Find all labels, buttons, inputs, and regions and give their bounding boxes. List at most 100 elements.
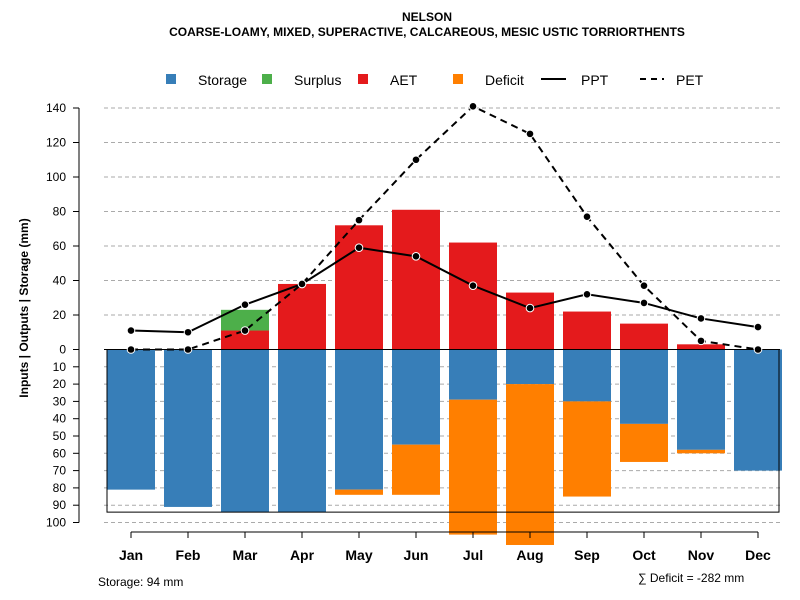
y-tick-label: 100 [46, 516, 66, 530]
aet-bar [278, 283, 326, 350]
y-tick-label: 60 [53, 446, 67, 460]
deficit-bar [563, 401, 611, 497]
storage-bar [563, 349, 611, 402]
x-tick-label: Apr [290, 547, 315, 563]
legend-storage-swatch [166, 74, 176, 84]
legend-ppt-label: PPT [581, 72, 609, 88]
points [126, 101, 763, 354]
ppt-point [126, 326, 136, 335]
deficit-note: ∑ Deficit = -282 mm [638, 571, 744, 585]
ppt-point [525, 303, 535, 313]
storage-bar [449, 349, 497, 400]
pet-point [468, 101, 478, 111]
storage-bar [677, 349, 725, 450]
pet-point [582, 212, 592, 221]
y-axis: 0 20 40 60 80 100 120 140 10 20 30 40 50 60 70 80 90 100 [46, 101, 80, 530]
ppt-point [354, 243, 364, 253]
ppt-point [639, 298, 649, 308]
y-tick-label: 20 [53, 308, 67, 322]
y-tick-label: 80 [53, 205, 67, 219]
storage-bar [506, 349, 554, 385]
x-tick-label: Feb [176, 547, 201, 563]
ppt-point [696, 314, 706, 323]
deficit-bar [449, 399, 497, 535]
x-tick-label: Oct [632, 547, 656, 563]
legend-aet-swatch [358, 74, 368, 84]
pet-point [126, 345, 136, 354]
y-tick-label: 140 [46, 101, 66, 115]
legend-deficit-label: Deficit [485, 72, 524, 88]
x-tick-label: Aug [516, 547, 543, 563]
deficit-bar [620, 423, 668, 462]
aet-bar [563, 311, 611, 350]
ppt-point [582, 290, 592, 299]
x-axis: Jan Feb Mar Apr May Jun Jul Aug Sep Oct Nov Dec [119, 531, 771, 563]
deficit-bar [335, 489, 383, 495]
pet-point [525, 129, 535, 139]
x-tick-label: Mar [233, 547, 258, 563]
pet-point [696, 336, 706, 346]
storage-capacity-box [106, 349, 780, 513]
y-tick-label: 40 [53, 274, 67, 288]
pet-line [131, 105, 759, 351]
storage-bar [221, 349, 269, 513]
storage-bar [107, 349, 155, 490]
legend-surplus-label: Surplus [294, 72, 341, 88]
pet-point [354, 215, 364, 225]
y-tick-label: 60 [53, 239, 67, 253]
pet-point [753, 345, 763, 354]
x-tick-label: May [345, 547, 372, 563]
pet-point [183, 345, 193, 354]
ppt-point [468, 281, 478, 290]
y-tick-label: 120 [46, 136, 66, 150]
legend-pet-label: PET [676, 72, 704, 88]
pet-point [240, 326, 250, 335]
y-tick-label: 100 [46, 170, 66, 184]
aet-bar [449, 242, 497, 350]
x-tick-label: Sep [574, 547, 600, 563]
legend-aet-label: AET [390, 72, 418, 88]
lines [130, 105, 759, 351]
y-tick-label: 80 [53, 481, 67, 495]
deficit-bar [677, 449, 725, 454]
aet-bar [221, 330, 269, 350]
chart-title: NELSON [402, 10, 452, 24]
legend-storage-label: Storage [198, 72, 247, 88]
storage-note: Storage: 94 mm [98, 575, 183, 589]
storage-bar [278, 349, 326, 513]
y-tick-label: 40 [53, 412, 67, 426]
chart-subtitle: COARSE-LOAMY, MIXED, SUPERACTIVE, CALCAR… [169, 25, 685, 39]
aet-bar [392, 209, 440, 350]
storage-bar [335, 349, 383, 490]
y-tick-label: 30 [53, 394, 67, 408]
y-tick-label: 0 [59, 343, 66, 357]
legend: Storage Surplus AET Deficit PPT PET [166, 72, 704, 88]
ppt-point [183, 327, 193, 337]
storage-bar [734, 349, 782, 471]
ppt-point [753, 322, 763, 332]
x-tick-label: Dec [745, 547, 771, 563]
y-tick-label: 10 [53, 360, 67, 374]
x-tick-label: Nov [688, 547, 715, 563]
aet-bar [620, 323, 668, 350]
bars [104, 209, 782, 545]
y-tick-label: 90 [53, 498, 67, 512]
storage-bar [620, 349, 668, 424]
y-axis-label: Inputs | Outputs | Storage (mm) [17, 218, 31, 397]
x-tick-label: Jun [404, 547, 429, 563]
deficit-bar [392, 444, 440, 495]
ppt-point [240, 300, 250, 309]
x-tick-label: Jul [463, 547, 483, 563]
storage-bar [164, 349, 212, 507]
surplus-bar [221, 309, 269, 331]
storage-bar [392, 349, 440, 445]
ppt-line [130, 246, 759, 334]
pet-point [411, 155, 421, 165]
legend-surplus-swatch [262, 74, 272, 84]
y-tick-label: 70 [53, 464, 67, 478]
pet-point [639, 281, 649, 290]
aet-bar [677, 344, 725, 350]
legend-deficit-swatch [453, 74, 463, 84]
y-tick-label: 20 [53, 377, 67, 391]
